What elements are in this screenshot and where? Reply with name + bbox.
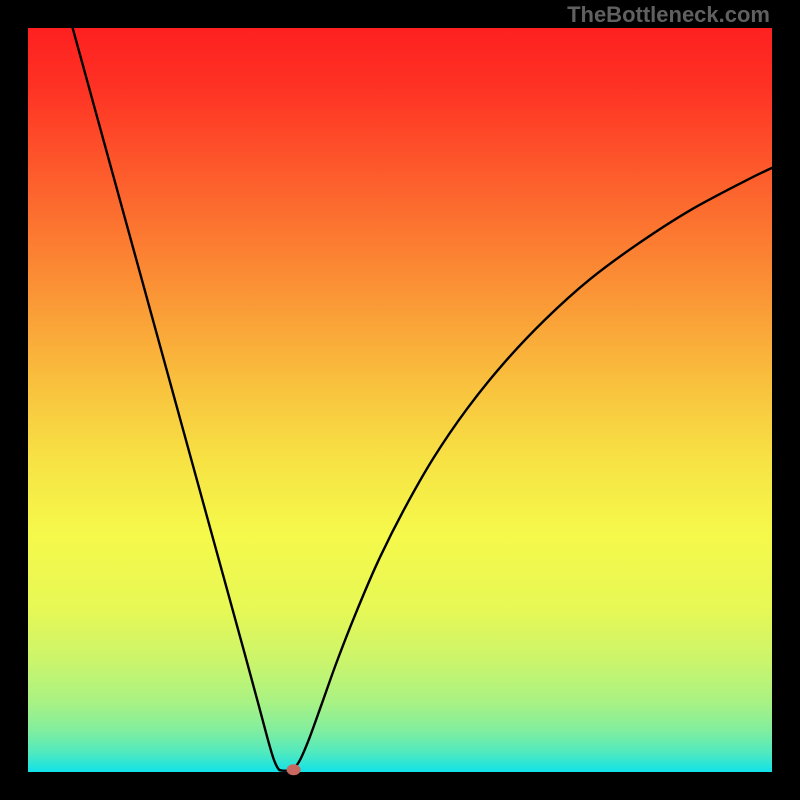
- optimum-marker: [28, 28, 772, 772]
- plot-area: [28, 28, 772, 772]
- watermark-text: TheBottleneck.com: [567, 2, 770, 28]
- chart-frame: TheBottleneck.com: [0, 0, 800, 800]
